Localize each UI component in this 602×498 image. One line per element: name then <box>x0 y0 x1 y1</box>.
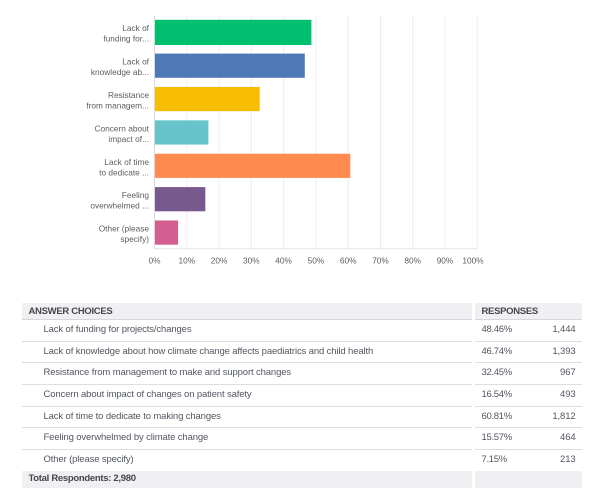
svg-text:50%: 50% <box>308 256 325 266</box>
svg-text:70%: 70% <box>372 256 389 266</box>
svg-text:80%: 80% <box>404 256 421 266</box>
svg-text:20%: 20% <box>211 256 228 266</box>
svg-text:30%: 30% <box>243 256 260 266</box>
svg-text:Lack of time: Lack of time <box>104 157 149 167</box>
svg-text:0%: 0% <box>149 256 162 266</box>
svg-text:Concern about: Concern about <box>95 123 150 133</box>
svg-text:specify): specify) <box>120 234 149 244</box>
svg-text:knowledge ab...: knowledge ab... <box>91 67 149 77</box>
svg-text:Resistance: Resistance <box>108 90 149 100</box>
svg-text:Lack of: Lack of <box>122 57 149 67</box>
svg-text:60%: 60% <box>340 256 357 266</box>
svg-text:Other (please: Other (please <box>99 224 150 234</box>
svg-text:10%: 10% <box>178 256 195 266</box>
svg-text:to dedicate ...: to dedicate ... <box>99 167 149 177</box>
svg-text:Feeling: Feeling <box>122 190 150 200</box>
svg-text:Lack of: Lack of <box>122 23 149 33</box>
svg-text:funding for...: funding for... <box>103 34 149 44</box>
svg-text:overwhelmed ...: overwhelmed ... <box>90 201 149 211</box>
svg-text:impact of...: impact of... <box>108 134 149 144</box>
svg-text:40%: 40% <box>275 256 292 266</box>
svg-text:90%: 90% <box>437 256 454 266</box>
svg-text:100%: 100% <box>462 256 484 266</box>
svg-text:from managem...: from managem... <box>86 101 149 111</box>
